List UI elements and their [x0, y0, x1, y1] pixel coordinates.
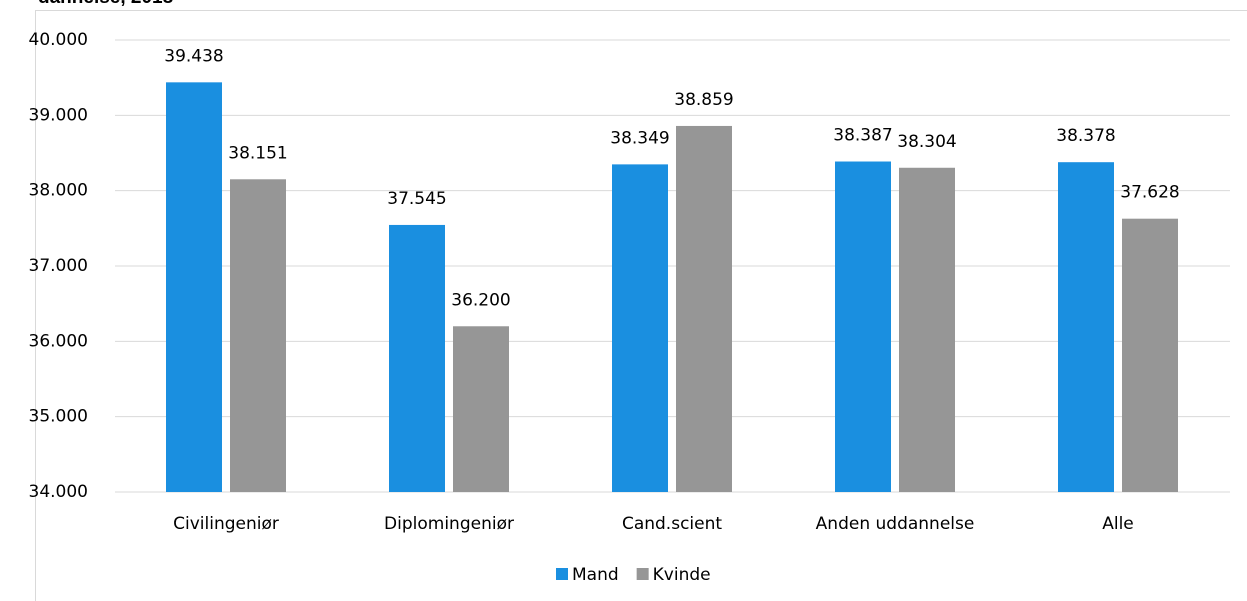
bar: [230, 179, 286, 493]
data-label: 38.859: [674, 90, 733, 110]
bar: [676, 125, 732, 493]
legend-label: Kvinde: [653, 565, 711, 585]
x-tick-label: Anden uddannelse: [816, 514, 975, 534]
bar: [1058, 162, 1114, 492]
x-tick-label: Diplomingeniør: [384, 514, 514, 534]
legend-swatch: [636, 568, 649, 580]
y-tick-label: 38.000: [29, 181, 88, 201]
x-tick-label: Civilingeniør: [173, 514, 279, 534]
bar: [835, 161, 891, 492]
x-tick-label: Alle: [1102, 514, 1134, 534]
chart-title: dannelse, 2018: [38, 0, 173, 8]
bar: [389, 224, 445, 492]
legend-label: Mand: [572, 565, 619, 585]
data-label: 37.545: [387, 189, 446, 209]
legend-swatch: [556, 568, 568, 580]
bar: [612, 164, 668, 492]
y-tick-label: 36.000: [29, 331, 88, 351]
y-tick-label: 40.000: [29, 30, 88, 50]
data-label: 37.628: [1120, 183, 1179, 203]
bar: [453, 326, 509, 492]
data-label: 38.304: [897, 132, 956, 152]
data-label: 38.387: [833, 126, 892, 146]
data-label: 38.151: [228, 143, 287, 163]
y-tick-label: 35.000: [29, 407, 88, 427]
bar: [166, 82, 222, 492]
y-tick-label: 34.000: [29, 482, 88, 502]
data-label: 38.349: [610, 128, 669, 148]
bar: [1122, 218, 1178, 492]
data-label: 38.378: [1056, 126, 1115, 146]
y-tick-label: 39.000: [29, 105, 88, 125]
data-label: 39.438: [164, 46, 223, 66]
bar: [899, 167, 955, 493]
y-tick-label: 37.000: [29, 256, 88, 276]
x-tick-label: Cand.scient: [622, 514, 722, 534]
data-label: 36.200: [451, 290, 510, 310]
